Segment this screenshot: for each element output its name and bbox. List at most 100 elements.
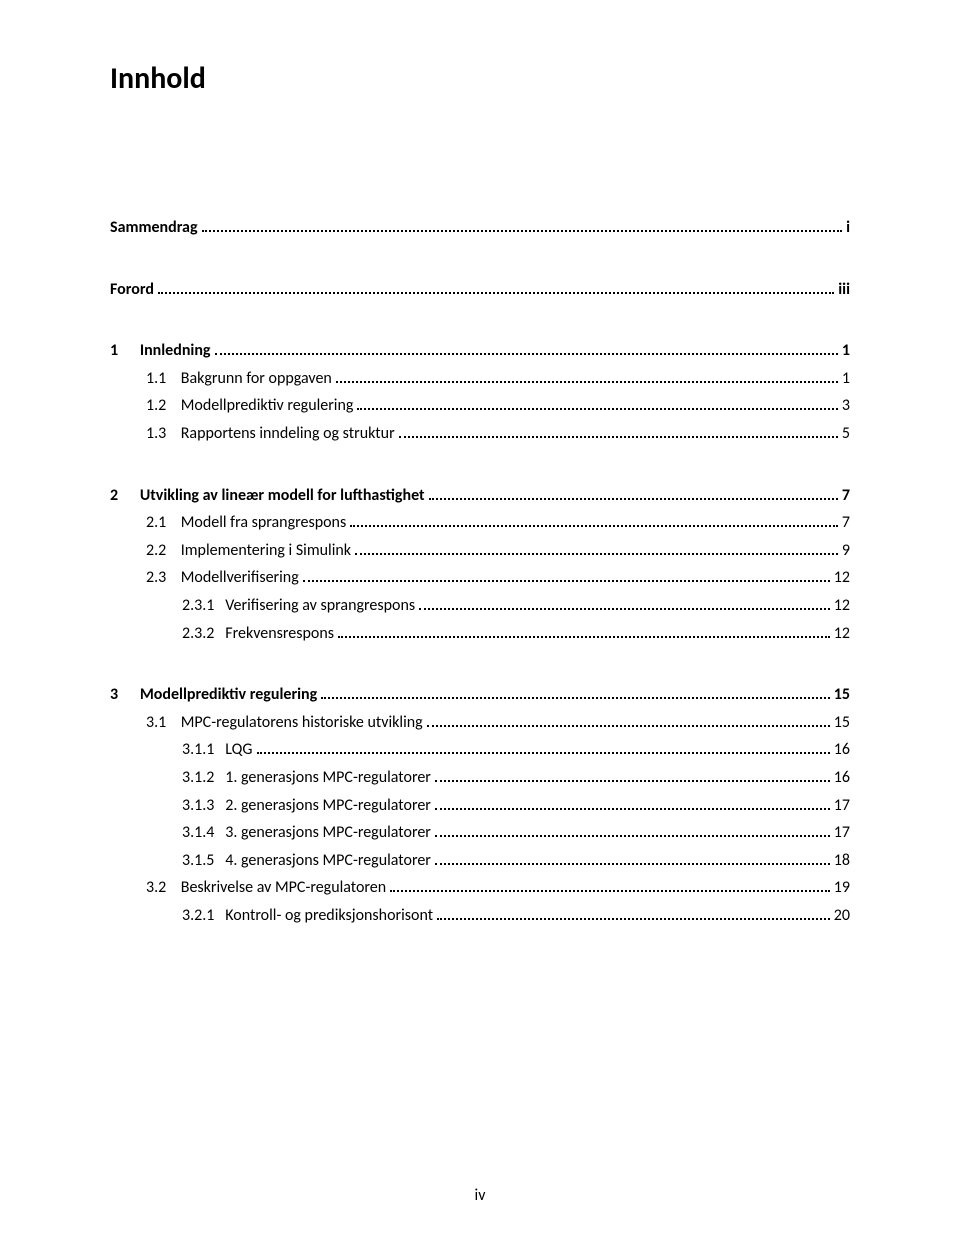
toc-entry-number: 2.3	[146, 567, 181, 589]
toc-leader	[202, 221, 843, 232]
toc-entry-page: 1	[842, 368, 850, 390]
table-of-contents: SammendragiForordiii1 Innledning11.1 Bak…	[110, 217, 850, 926]
toc-entry-label: LQG	[225, 739, 252, 761]
toc-entry: 3.2.1 Kontroll- og prediksjonshorisont 20	[110, 905, 850, 927]
toc-entry-page: 3	[842, 395, 850, 417]
toc-entry-label: Modellprediktiv regulering	[140, 684, 317, 706]
page-title: Innhold	[110, 60, 850, 97]
toc-entry-number: 3.1	[146, 712, 181, 734]
toc-entry-page: 18	[834, 850, 850, 872]
toc-entry-label: Kontroll- og prediksjonshorisont	[225, 905, 433, 927]
toc-entry: 2.3.1 Verifisering av sprangrespons 12	[110, 595, 850, 617]
toc-entry-page: 1	[842, 340, 850, 362]
toc-entry: 2 Utvikling av lineær modell for lufthas…	[110, 485, 850, 507]
toc-leader	[350, 516, 838, 527]
toc-leader	[355, 544, 838, 555]
toc-entry: 2.2 Implementering i Simulink 9	[110, 540, 850, 562]
toc-entry: Sammendrag i	[110, 217, 850, 239]
toc-entry-number: 3	[110, 684, 140, 706]
toc-leader	[390, 881, 830, 892]
toc-entry: Forord iii	[110, 279, 850, 301]
toc-entry-page: 17	[834, 795, 850, 817]
toc-entry-number: 3.1.4	[182, 822, 225, 844]
toc-entry-page: iii	[838, 279, 850, 301]
toc-leader	[303, 571, 830, 582]
toc-entry-page: 16	[834, 767, 850, 789]
toc-leader	[399, 427, 838, 438]
toc-leader	[215, 344, 838, 355]
toc-entry: 3.1 MPC-regulatorens historiske utviklin…	[110, 712, 850, 734]
toc-entry-number: 3.2.1	[182, 905, 225, 927]
toc-entry: 3.1.3 2. generasjons MPC-regulatorer 17	[110, 795, 850, 817]
page-number: iv	[0, 1186, 960, 1205]
toc-entry-page: 17	[834, 822, 850, 844]
toc-entry-label: 1. generasjons MPC-regulatorer	[225, 767, 431, 789]
toc-leader	[336, 372, 838, 383]
toc-leader	[338, 626, 830, 637]
toc-entry-number: 2.3.2	[182, 623, 225, 645]
toc-entry-page: 15	[834, 712, 850, 734]
toc-entry-label: Rapportens inndeling og struktur	[181, 423, 395, 445]
toc-entry-number: 2.3.1	[182, 595, 225, 617]
toc-entry: 2.1 Modell fra sprangrespons 7	[110, 512, 850, 534]
toc-entry-page: 19	[834, 877, 850, 899]
toc-entry-number: 2	[110, 485, 140, 507]
toc-entry-number: 3.2	[146, 877, 181, 899]
toc-entry-label: MPC-regulatorens historiske utvikling	[181, 712, 423, 734]
toc-entry: 3.1.4 3. generasjons MPC-regulatorer 17	[110, 822, 850, 844]
toc-entry-label: Sammendrag	[110, 217, 198, 239]
toc-leader	[435, 798, 830, 809]
toc-entry: 1 Innledning1	[110, 340, 850, 362]
toc-entry-page: 7	[842, 485, 850, 507]
toc-leader	[257, 743, 830, 754]
toc-entry-number: 2.1	[146, 512, 181, 534]
toc-entry-page: i	[846, 217, 850, 239]
toc-entry: 3.1.2 1. generasjons MPC-regulatorer 16	[110, 767, 850, 789]
toc-entry: 3.1.1 LQG16	[110, 739, 850, 761]
toc-entry-number: 1.2	[146, 395, 181, 417]
toc-entry: 3.2 Beskrivelse av MPC-regulatoren19	[110, 877, 850, 899]
toc-leader	[435, 771, 830, 782]
toc-entry-page: 12	[834, 567, 850, 589]
toc-entry-label: Utvikling av lineær modell for lufthasti…	[140, 485, 425, 507]
toc-leader	[437, 909, 830, 920]
toc-leader	[435, 826, 830, 837]
toc-entry-number: 3.1.1	[182, 739, 225, 761]
toc-entry-page: 7	[842, 512, 850, 534]
toc-entry: 1.2 Modellprediktiv regulering 3	[110, 395, 850, 417]
toc-entry-number: 3.1.2	[182, 767, 225, 789]
toc-entry-number: 1.1	[146, 368, 181, 390]
toc-entry-label: Implementering i Simulink	[181, 540, 351, 562]
toc-entry-number: 2.2	[146, 540, 181, 562]
toc-entry: 3 Modellprediktiv regulering 15	[110, 684, 850, 706]
toc-entry-label: 4. generasjons MPC-regulatorer	[225, 850, 431, 872]
toc-entry-label: Modellprediktiv regulering	[181, 395, 354, 417]
toc-leader	[357, 399, 837, 410]
toc-entry: 2.3.2 Frekvensrespons 12	[110, 623, 850, 645]
toc-leader	[158, 282, 834, 293]
toc-entry-label: Frekvensrespons	[225, 623, 334, 645]
toc-entry-label: 3. generasjons MPC-regulatorer	[225, 822, 431, 844]
toc-leader	[429, 488, 838, 499]
toc-entry-number: 1.3	[146, 423, 181, 445]
toc-entry-label: Forord	[110, 279, 154, 301]
toc-entry-label: Modell fra sprangrespons	[181, 512, 346, 534]
toc-entry-label: Verifisering av sprangrespons	[225, 595, 415, 617]
toc-entry: 2.3 Modellverifisering12	[110, 567, 850, 589]
toc-entry-number: 3.1.3	[182, 795, 225, 817]
toc-entry-page: 12	[834, 595, 850, 617]
toc-entry-label: Bakgrunn for oppgaven	[181, 368, 332, 390]
toc-entry-page: 12	[834, 623, 850, 645]
toc-entry-label: Innledning	[140, 340, 211, 362]
toc-leader	[321, 688, 830, 699]
toc-entry-page: 20	[834, 905, 850, 927]
toc-entry: 3.1.5 4. generasjons MPC-regulatorer18	[110, 850, 850, 872]
toc-entry-number: 1	[110, 340, 140, 362]
toc-entry-page: 9	[842, 540, 850, 562]
toc-entry: 1.1 Bakgrunn for oppgaven 1	[110, 368, 850, 390]
toc-entry-page: 5	[842, 423, 850, 445]
toc-leader	[419, 599, 830, 610]
toc-entry-page: 15	[834, 684, 850, 706]
toc-entry-label: 2. generasjons MPC-regulatorer	[225, 795, 431, 817]
toc-leader	[427, 716, 830, 727]
